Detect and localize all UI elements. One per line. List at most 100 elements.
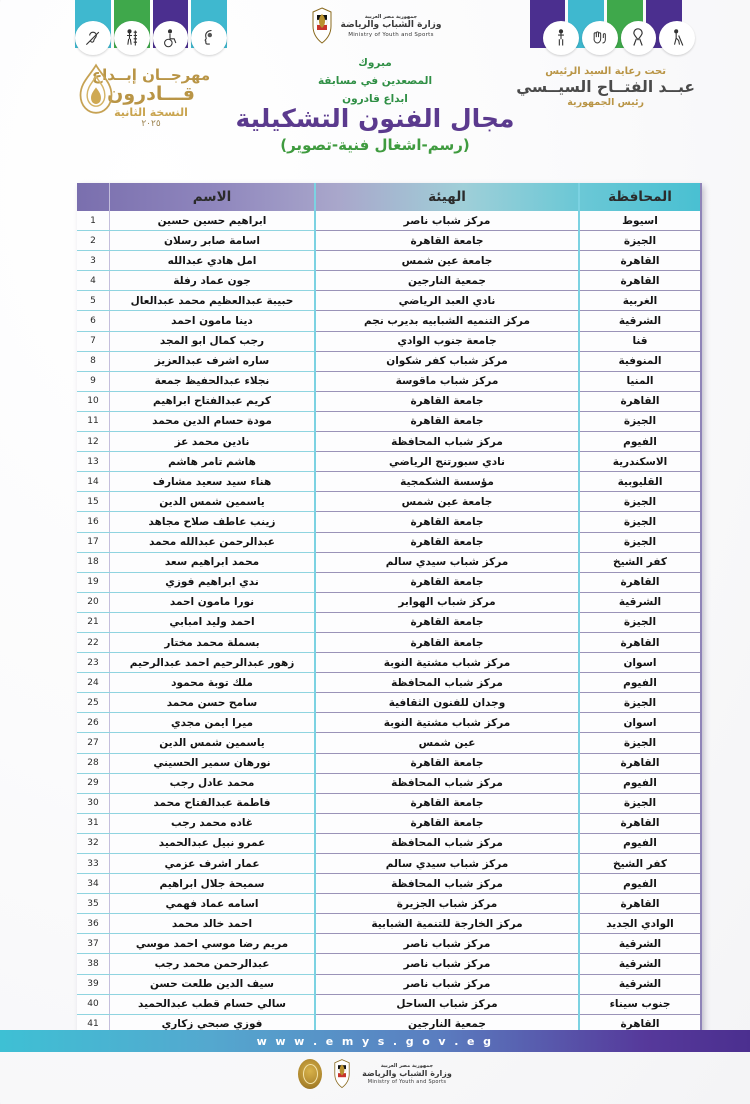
cell-name: اسامة صابر رسلان — [109, 230, 315, 252]
table-row: الجيزة جامعة القاهرة اسامة صابر رسلان 2 — [77, 230, 700, 252]
cell-name: فاطمة عبدالفتاح محمد — [109, 793, 315, 814]
table-body: اسيوط مركز شباب ناصر ابراهيم حسين حسين 1 الج… — [77, 211, 700, 1034]
table-row: كفر الشيخ مركز شباب سيدي سالم عمار اشرف عز… — [77, 853, 700, 875]
cell-name: نورهان سمير الحسيني — [109, 753, 315, 774]
cell-organization: جامعة القاهرة — [314, 230, 579, 252]
table-head: المحافظة الهيئة الاسم — [77, 183, 700, 211]
results-table: المحافظة الهيئة الاسم اسيوط مركز شباب ناص… — [77, 183, 700, 1034]
cell-governorate: الجيزة — [578, 612, 700, 633]
table-row: المنوفية مركز شباب كفر شكوان ساره اشرف عبد… — [77, 351, 700, 372]
cell-index: 23 — [77, 652, 110, 674]
footer-ministry-country: جمهورية مصر العربية — [380, 1062, 434, 1069]
wheelchair-icon — [152, 21, 189, 55]
cell-name: ياسمين شمس الدين — [109, 491, 315, 513]
table-row: الجيزة عين شمس ياسمين شمس الدين 27 — [77, 732, 700, 754]
person-figure-icon — [543, 21, 579, 55]
cell-index: 38 — [77, 953, 110, 975]
cell-governorate: الجيزة — [578, 491, 700, 513]
sign-language-hands-icon — [581, 21, 618, 55]
cell-index: 12 — [77, 431, 110, 453]
cell-name: هناء سيد سعيد مشارف — [109, 471, 315, 493]
cell-organization: مركز شباب ناصر — [314, 953, 579, 975]
cell-organization: مركز شباب ناصر — [314, 933, 579, 955]
footer-egypt-eagle-icon — [334, 1059, 350, 1089]
patronage-block: تحت رعاية السيد الرئيس عبــد الفتــاح ال… — [516, 0, 695, 108]
cell-organization: مركز شباب كفر شكوان — [314, 351, 579, 372]
cell-name: هاشم تامر هاشم — [109, 451, 315, 473]
cell-organization: مركز شباب المحافظة — [314, 431, 579, 453]
cell-governorate: الجيزة — [578, 793, 700, 814]
poster-header: مهرجــان إبــداع قـــادرون النسخة الثاني… — [0, 0, 750, 182]
column-header-governorate: المحافظة — [578, 183, 700, 211]
website-url[interactable]: w w w . e m y s . g o v . e g — [256, 1034, 494, 1048]
page-subtitle: (رسم-اشغال فنية-تصوير) — [280, 136, 470, 154]
cell-governorate: القليوبية — [578, 471, 700, 493]
table-row: الجيزة جامعة القاهرة زينب عاطف صلاح مجاهد 1… — [77, 511, 700, 533]
cell-organization: جامعة القاهرة — [314, 793, 579, 814]
cell-governorate: الفيوم — [578, 773, 700, 794]
cell-name: غاده محمد رجب — [109, 813, 315, 834]
cell-index: 40 — [77, 994, 110, 1015]
table-row: القاهرة جامعة القاهرة غاده محمد رجب 31 — [77, 813, 700, 834]
ministry-name-en: Ministry of Youth and Sports — [348, 32, 434, 39]
cell-organization: جامعة القاهرة — [314, 411, 579, 433]
cell-governorate: الغربية — [578, 290, 700, 312]
table-row: الجيزة جامعة القاهرة فاطمة عبدالفتاح محمد 3… — [77, 793, 700, 814]
cell-index: 15 — [77, 491, 110, 513]
cell-governorate: الفيوم — [578, 833, 700, 855]
cell-governorate: المنيا — [578, 371, 700, 392]
patron-line3: رئيس الجمهورية — [567, 97, 644, 108]
cell-index: 35 — [77, 893, 110, 915]
patron-line1: تحت رعاية السيد الرئيس — [545, 66, 666, 77]
cell-governorate: الجيزة — [578, 511, 700, 533]
cell-organization: جامعة القاهرة — [314, 632, 579, 654]
cell-index: 31 — [77, 813, 110, 834]
cell-name: رجب كمال ابو المجد — [109, 331, 315, 352]
cell-index: 36 — [77, 913, 110, 935]
results-table-container: المحافظة الهيئة الاسم اسيوط مركز شباب ناص… — [77, 183, 702, 1037]
cell-organization: جامعة جنوب الوادي — [314, 331, 579, 352]
cell-name: نورا مامون احمد — [109, 592, 315, 613]
cell-name: ملك توبة محمود — [109, 672, 315, 694]
table-row: القاهرة جامعة عين شمس امل هادي عبدالله 3 — [77, 250, 700, 272]
cell-name: دينا مامون احمد — [109, 310, 315, 332]
cell-organization: مركز شباب ناصر — [314, 974, 579, 995]
table-row: الغربية نادي العبد الرياضي حبيبة عبدالعظيم… — [77, 290, 700, 312]
table-row: القاهرة جامعة القاهرة نورهان سمير الحسيني 2… — [77, 753, 700, 774]
cell-governorate: الوادي الجديد — [578, 913, 700, 935]
cell-governorate: الجيزة — [578, 732, 700, 754]
table-row: الجيزة جامعة القاهرة احمد وليد امبابي 21 — [77, 612, 700, 633]
cell-name: فوزي صبحي زكاري — [109, 1014, 315, 1034]
awareness-ribbon-icon — [620, 21, 657, 55]
table-row: القاهرة جامعة القاهرة بسملة محمد مختار 22 — [77, 632, 700, 654]
flame-emblem-icon — [79, 63, 113, 114]
cell-organization: جامعة القاهرة — [314, 813, 579, 834]
cell-name: سالي حسام قطب عبدالحميد — [109, 994, 315, 1015]
cell-name: سامح حسن محمد — [109, 692, 315, 714]
cell-name: امل هادي عبدالله — [109, 250, 315, 272]
cell-governorate: القاهرة — [578, 391, 700, 412]
cell-index: 41 — [77, 1014, 110, 1034]
cell-name: ساره اشرف عبدالعزيز — [109, 351, 315, 372]
cell-index: 17 — [77, 532, 110, 553]
person-standing-icon — [113, 21, 150, 55]
ministry-block: جمهورية مصر العربية وزارة الشباب والرياض… — [260, 6, 490, 109]
cell-organization: مركز شباب المحافظة — [314, 773, 579, 794]
cell-index: 2 — [77, 230, 110, 252]
table-row: القاهرة مركز شباب الجزيرة اسامه عماد فهمي 3… — [77, 893, 700, 915]
table-header-row: المحافظة الهيئة الاسم — [77, 183, 700, 211]
congrats-line2: المصعدين في مسابقة — [317, 74, 433, 87]
cell-name: محمد ابراهيم سعد — [109, 552, 315, 573]
cell-index: 26 — [77, 712, 110, 734]
table-row: الفيوم مركز شباب المحافظة سميحة جلال ابراه… — [77, 873, 700, 895]
cell-index: 19 — [77, 572, 110, 593]
cell-governorate: القاهرة — [578, 572, 700, 593]
cell-governorate: القاهرة — [578, 270, 700, 292]
cell-governorate: كفر الشيخ — [578, 853, 700, 875]
cell-governorate: القاهرة — [578, 1014, 700, 1034]
cell-index: 29 — [77, 773, 110, 794]
table-row: اسيوط مركز شباب ناصر ابراهيم حسين حسين 1 — [77, 211, 700, 232]
cell-index: 32 — [77, 833, 110, 855]
cell-index: 28 — [77, 753, 110, 774]
cell-index: 20 — [77, 592, 110, 613]
